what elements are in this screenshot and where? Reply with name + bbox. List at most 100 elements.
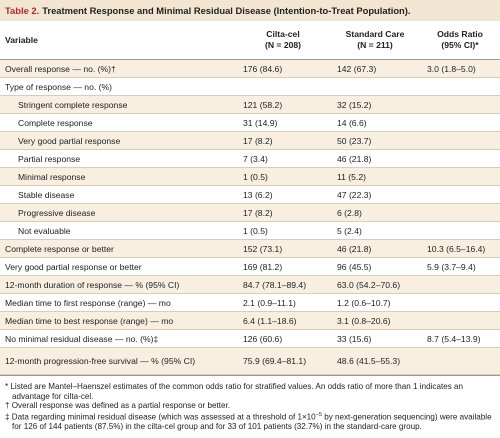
results-table: Variable Cilta-cel (N = 208) Standard Care(… <box>0 21 500 375</box>
footnote: † Overall response was defined as a part… <box>5 401 495 411</box>
cell: 1 (0.5) <box>236 221 330 240</box>
cell: 11 (5.2) <box>330 167 420 186</box>
cell: 17 (8.2) <box>236 131 330 150</box>
cell: 6 (2.8) <box>330 203 420 222</box>
cell: 5 (2.4) <box>330 221 420 240</box>
cell: 13 (6.2) <box>236 185 330 204</box>
footnote-symbol: ‡ <box>5 412 10 422</box>
empty-cell <box>420 131 500 150</box>
empty-cell <box>420 167 500 186</box>
column-name: Odds Ratio <box>437 29 483 39</box>
cell: 1.2 (0.6–10.7) <box>330 293 420 312</box>
column-subtitle: (N = 211) <box>357 40 393 50</box>
table-row: Median time to best response (range) — m… <box>0 311 500 330</box>
column-name: Cilta-cel <box>266 29 300 39</box>
footnote-symbol: † <box>5 401 10 411</box>
cell: 7 (3.4) <box>236 149 330 168</box>
empty-cell <box>420 95 500 114</box>
table-row: Complete response or better 152 (73.1) 46 … <box>0 239 500 258</box>
table-row: Partial response 7 (3.4) 46 (21.8) <box>0 149 500 168</box>
row-label: Partial response <box>0 149 236 168</box>
empty-cell <box>330 77 420 96</box>
header-row: Variable Cilta-cel (N = 208) Standard Care(… <box>0 21 500 60</box>
row-label: Progressive disease <box>0 203 236 222</box>
column-header: Standard Care (N = 211) <box>330 21 420 60</box>
cell: 47 (22.3) <box>330 185 420 204</box>
empty-cell <box>420 185 500 204</box>
table-row: Complete response 31 (14.9) 14 (6.6) <box>0 113 500 132</box>
cell: 142 (67.3) <box>330 59 420 78</box>
cell: 126 (60.6) <box>236 329 330 348</box>
cell: 96 (45.5) <box>330 257 420 276</box>
table-row: Stable disease 13 (6.2) 47 (22.3) <box>0 185 500 204</box>
empty-cell <box>420 77 500 96</box>
footnote-text: Overall response was defined as a partia… <box>11 401 230 411</box>
cell: 10.3 (6.5–16.4) <box>420 239 500 258</box>
column-subtitle: (95% CI)* <box>441 40 479 50</box>
table-row: Median time to first response (range) — … <box>0 293 500 312</box>
cell: 176 (84.6) <box>236 59 330 78</box>
cell: 1 (0.5) <box>236 167 330 186</box>
cell: 8.7 (5.4–13.9) <box>420 329 500 348</box>
cell: 84.7 (78.1–89.4) <box>236 275 330 294</box>
cell: 46 (21.8) <box>330 239 420 258</box>
table-row: Progressive disease 17 (8.2) 6 (2.8) <box>0 203 500 222</box>
cell: 14 (6.6) <box>330 113 420 132</box>
row-label: Not evaluable <box>0 221 236 240</box>
table-row: No minimal residual disease — no. (%)‡ 12… <box>0 329 500 348</box>
row-label: Median time to first response (range) — … <box>0 293 236 312</box>
cell: 169 (81.2) <box>236 257 330 276</box>
row-label: Type of response — no. (%) <box>0 77 236 96</box>
cell: 63.0 (54.2–70.6) <box>330 275 420 294</box>
row-label: No minimal residual disease — no. (%)‡ <box>0 329 236 348</box>
empty-cell <box>420 275 500 294</box>
table-label: Table 2. <box>5 5 40 16</box>
cell: 32 (15.2) <box>330 95 420 114</box>
empty-cell <box>420 311 500 330</box>
title-text: Treatment Response and Minimal Residual … <box>42 5 411 16</box>
table-body: Overall response — no. (%)† 176 (84.6) 142… <box>0 59 500 375</box>
empty-cell <box>420 113 500 132</box>
row-label: Overall response — no. (%)† <box>0 59 236 78</box>
table-row: Not evaluable 1 (0.5) 5 (2.4) <box>0 221 500 240</box>
column-header: Variable <box>0 21 236 60</box>
column-header: Cilta-cel (N = 208) <box>236 21 330 60</box>
footnote-symbol: * <box>5 382 9 391</box>
row-label: Complete response or better <box>0 239 236 258</box>
cell: 50 (23.7) <box>330 131 420 150</box>
cell: 152 (73.1) <box>236 239 330 258</box>
column-header: Odds Ratio (95% CI)* <box>420 21 500 60</box>
table-row: Type of response — no. (%) <box>0 77 500 96</box>
row-label: Complete response <box>0 113 236 132</box>
table-row: Stringent complete response 121 (58.2) 32 … <box>0 95 500 114</box>
cell: 17 (8.2) <box>236 203 330 222</box>
cell: 2.1 (0.9–11.1) <box>236 293 330 312</box>
row-label: Minimal response <box>0 167 236 186</box>
footnotes: * Listed are Mantel–Haenszel estimates o… <box>0 375 500 432</box>
empty-cell <box>420 221 500 240</box>
table-row: Overall response — no. (%)† 176 (84.6) 142… <box>0 59 500 78</box>
table-row: Very good partial response 17 (8.2) 50 (23… <box>0 131 500 150</box>
footnote-text: Data regarding minimal residual disease … <box>11 412 316 422</box>
empty-cell <box>420 293 500 312</box>
table-row: 12-month progression-free survival — % (… <box>0 347 500 375</box>
cell: 6.4 (1.1–18.6) <box>236 311 330 330</box>
empty-cell <box>420 347 500 375</box>
row-label: 12-month progression-free survival — % (… <box>0 347 236 375</box>
superscript: −5 <box>315 411 322 418</box>
row-label: 12-month duration of response — % (95% C… <box>0 275 236 294</box>
cell: 48.6 (41.5–55.3) <box>330 347 420 375</box>
empty-cell <box>420 149 500 168</box>
cell: 5.9 (3.7–9.4) <box>420 257 500 276</box>
footnote: ‡ Data regarding minimal residual diseas… <box>5 411 495 432</box>
empty-cell <box>420 203 500 222</box>
footnote-text: Listed are Mantel–Haenszel estimates of … <box>10 382 463 401</box>
cell: 121 (58.2) <box>236 95 330 114</box>
footnote-text: by next-generation sequencing) were avai… <box>12 412 492 432</box>
cell: 3.1 (0.8–20.6) <box>330 311 420 330</box>
row-label: Median time to best response (range) — m… <box>0 311 236 330</box>
row-label: Stringent complete response <box>0 95 236 114</box>
row-label: Stable disease <box>0 185 236 204</box>
cell: 33 (15.6) <box>330 329 420 348</box>
